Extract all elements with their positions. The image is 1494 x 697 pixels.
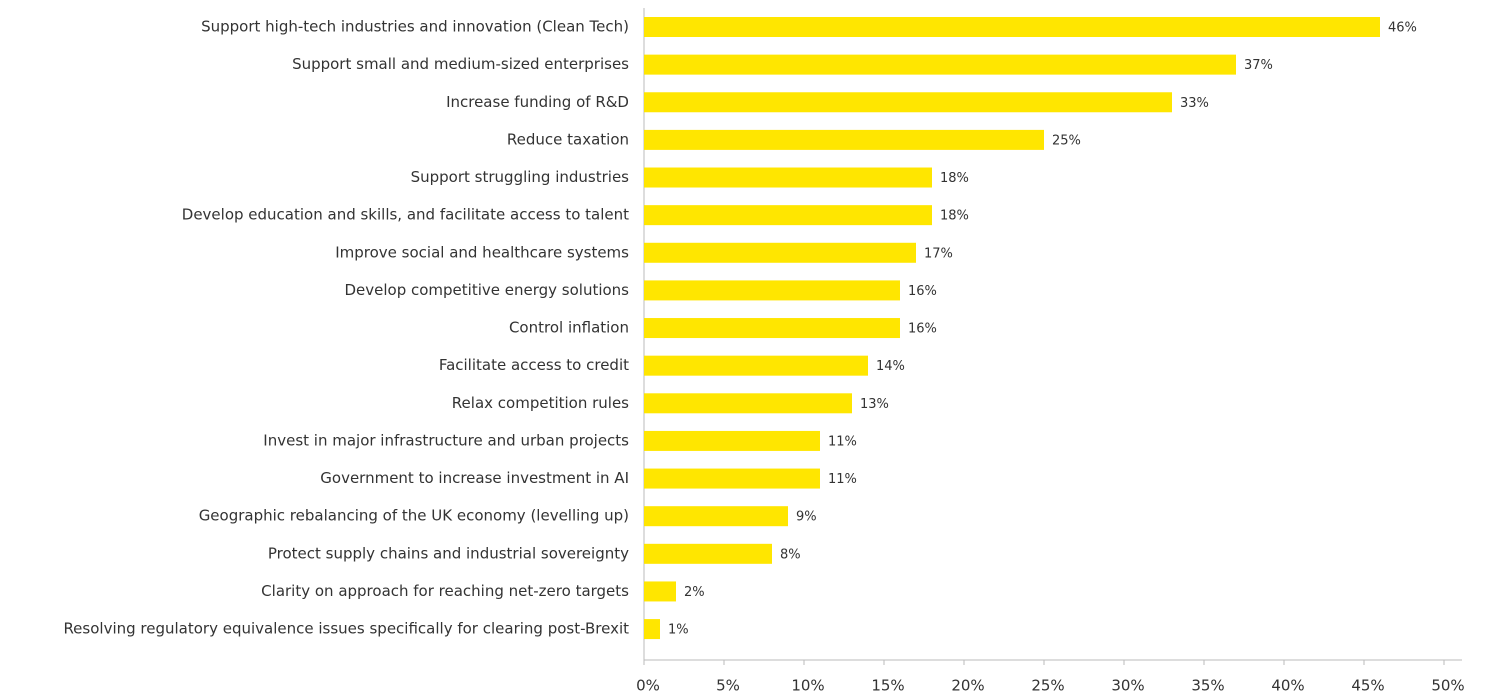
x-tick-label: 30% xyxy=(1111,677,1144,695)
y-tick-label: Protect supply chains and industrial sov… xyxy=(268,544,629,562)
bar xyxy=(644,430,820,451)
x-tick-label: 0% xyxy=(636,677,660,695)
bar xyxy=(644,543,772,564)
x-tick-label: 20% xyxy=(951,677,984,695)
y-tick-label: Resolving regulatory equivalence issues … xyxy=(63,620,629,638)
bar xyxy=(644,129,1044,150)
value-label: 9% xyxy=(796,510,817,525)
bar xyxy=(644,581,676,602)
value-label: 18% xyxy=(940,209,969,224)
y-tick-label: Improve social and healthcare systems xyxy=(335,243,629,261)
bar xyxy=(644,205,932,226)
x-tick-label: 5% xyxy=(716,677,740,695)
bar xyxy=(644,619,660,640)
value-label: 16% xyxy=(908,322,937,337)
y-tick-label: Support high-tech industries and innovat… xyxy=(201,18,629,36)
value-label: 16% xyxy=(908,284,937,299)
bar xyxy=(644,468,820,489)
bar xyxy=(644,54,1236,75)
bar xyxy=(644,318,900,339)
bar xyxy=(644,17,1380,37)
y-tick-label: Develop competitive energy solutions xyxy=(344,281,629,299)
x-tick-label: 40% xyxy=(1271,677,1304,695)
bar xyxy=(644,167,932,188)
value-label: 33% xyxy=(1180,96,1209,111)
y-tick-label: Support struggling industries xyxy=(411,168,630,186)
bar xyxy=(644,92,1172,113)
x-tick-label: 45% xyxy=(1351,677,1384,695)
value-label: 8% xyxy=(780,547,801,562)
y-tick-label: Increase funding of R&D xyxy=(446,93,629,111)
y-tick-label: Relax competition rules xyxy=(452,394,629,412)
y-tick-label: Invest in major infrastructure and urban… xyxy=(263,431,629,449)
value-label: 14% xyxy=(876,359,905,374)
y-tick-label: Facilitate access to credit xyxy=(439,356,629,374)
value-label: 17% xyxy=(924,246,953,261)
value-label: 13% xyxy=(860,397,889,412)
y-tick-label: Clarity on approach for reaching net-zer… xyxy=(261,582,629,600)
x-tick-label: 50% xyxy=(1431,677,1464,695)
value-label: 18% xyxy=(940,171,969,186)
bar xyxy=(644,280,900,301)
y-tick-label: Control inflation xyxy=(509,319,629,337)
y-tick-label: Geographic rebalancing of the UK economy… xyxy=(199,507,629,525)
value-label: 25% xyxy=(1052,133,1081,148)
bar xyxy=(644,355,868,376)
bar xyxy=(644,242,916,263)
value-label: 11% xyxy=(828,472,857,487)
x-tick-label: 15% xyxy=(871,677,904,695)
x-tick-label: 10% xyxy=(791,677,824,695)
bar xyxy=(644,393,852,414)
x-tick-label: 35% xyxy=(1191,677,1224,695)
y-tick-label: Develop education and skills, and facili… xyxy=(182,206,629,224)
x-tick-label: 25% xyxy=(1031,677,1064,695)
y-tick-label: Support small and medium-sized enterpris… xyxy=(292,55,629,73)
bar xyxy=(644,506,788,527)
y-tick-label: Government to increase investment in AI xyxy=(320,469,629,487)
value-label: 46% xyxy=(1388,21,1417,36)
value-label: 1% xyxy=(668,623,689,638)
value-label: 2% xyxy=(684,585,705,600)
value-label: 37% xyxy=(1244,58,1273,73)
value-label: 11% xyxy=(828,434,857,449)
y-tick-label: Reduce taxation xyxy=(507,130,629,148)
